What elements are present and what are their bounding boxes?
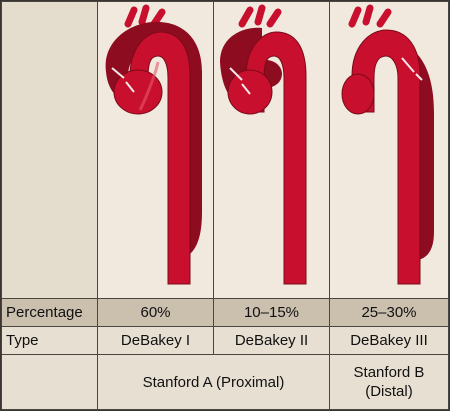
type-debakey-i: DeBakey I [97,326,214,355]
percentage-row-label: Percentage [1,298,98,327]
type-debakey-iii: DeBakey III [329,326,449,355]
aorta-debakey-ii-drawing [220,4,307,285]
stanford-b-distal: Stanford B (Distal) [329,354,449,410]
stanford-b-line-1: Stanford B [353,364,425,381]
stanford-a-proximal: Stanford A (Proximal) [97,354,330,410]
stanford-row-empty-label [1,354,98,410]
illustration-debakey-i [97,1,214,299]
type-debakey-ii: DeBakey II [213,326,330,355]
percentage-debakey-i: 60% [97,298,214,327]
illustration-debakey-iii [329,1,449,299]
stanford-b-line-2: (Distal) [365,383,413,400]
percentage-debakey-iii: 25–30% [329,298,449,327]
type-row-label: Type [1,326,98,355]
aorta-debakey-i-drawing [105,4,202,285]
aorta-debakey-iii-drawing [341,4,434,285]
illustration-debakey-ii [213,1,330,299]
empty-corner-cell [1,1,98,299]
percentage-debakey-ii: 10–15% [213,298,330,327]
stanford-b-label: Stanford B (Distal) [354,363,425,401]
